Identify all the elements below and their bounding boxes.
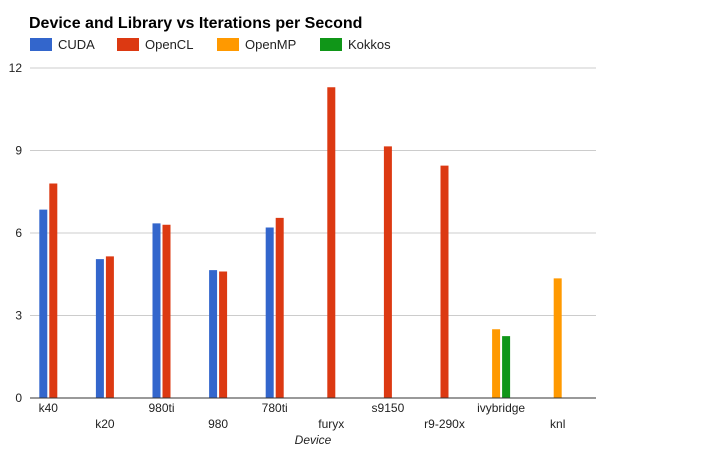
legend-swatch <box>217 38 239 51</box>
bar <box>502 336 511 398</box>
y-tick-label: 12 <box>9 61 23 75</box>
x-tick-label: k20 <box>95 417 115 431</box>
x-tick-label: k40 <box>39 401 59 415</box>
bar <box>440 165 449 398</box>
chart-title: Device and Library vs Iterations per Sec… <box>29 15 362 32</box>
bar <box>209 270 218 398</box>
bar <box>152 223 161 398</box>
legend-swatch <box>320 38 342 51</box>
bar <box>105 256 114 398</box>
legend-swatch <box>117 38 139 51</box>
x-tick-label: furyx <box>318 417 344 431</box>
y-tick-label: 3 <box>15 309 22 323</box>
bar <box>49 183 58 398</box>
bar <box>219 271 228 398</box>
legend-label: Kokkos <box>348 37 391 52</box>
x-tick-label: 980ti <box>148 401 174 415</box>
x-tick-label: knl <box>550 417 565 431</box>
bar <box>39 209 48 398</box>
bars <box>39 87 562 398</box>
x-tick-label: s9150 <box>372 401 405 415</box>
x-tick-label: ivybridge <box>477 401 525 415</box>
bar <box>327 87 336 398</box>
bar <box>492 329 501 398</box>
y-tick-label: 9 <box>15 144 22 158</box>
y-axis-ticks: 0 3 6 9 12 <box>9 61 23 405</box>
legend-label: OpenCL <box>145 37 193 52</box>
x-tick-label: 980 <box>208 417 228 431</box>
y-tick-label: 6 <box>15 226 22 240</box>
bar <box>265 227 274 398</box>
bar <box>275 217 284 398</box>
x-axis-title: Device <box>295 433 332 447</box>
bar <box>383 146 392 398</box>
x-tick-label: 780ti <box>262 401 288 415</box>
legend-label: CUDA <box>58 37 95 52</box>
bar <box>95 259 104 398</box>
legend-label: OpenMP <box>245 37 296 52</box>
gridlines <box>30 67 596 316</box>
bar <box>553 278 562 398</box>
x-tick-label: r9-290x <box>424 417 465 431</box>
x-axis-labels: k40 k20 980ti 980 780ti furyx s9150 r9-290x ivyb… <box>39 401 566 431</box>
legend: CUDA OpenCL OpenMP Kokkos <box>30 37 391 52</box>
bar <box>162 224 171 398</box>
y-tick-label: 0 <box>15 391 22 405</box>
legend-swatch <box>30 38 52 51</box>
